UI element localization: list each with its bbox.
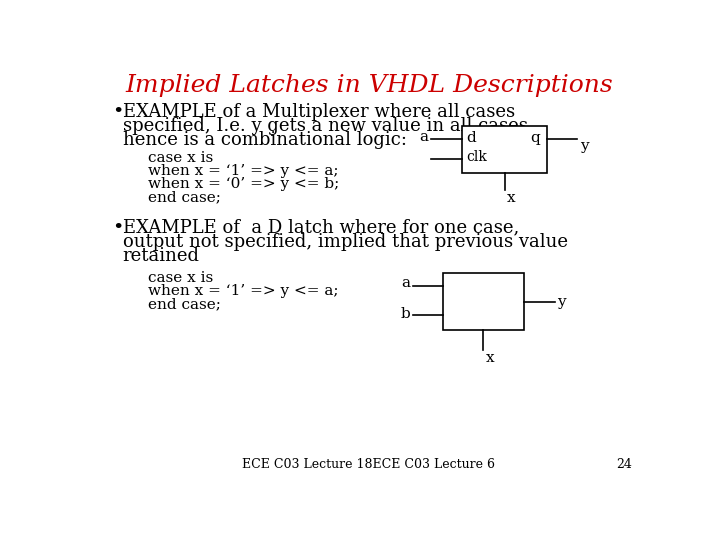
Text: a: a: [419, 130, 428, 144]
Text: output not specified, implied that previous value: output not specified, implied that previ…: [122, 233, 567, 251]
Text: end case;: end case;: [148, 190, 221, 204]
Text: when x = ‘1’ => y <= a;: when x = ‘1’ => y <= a;: [148, 164, 338, 178]
Text: 24: 24: [616, 458, 632, 471]
Text: clk: clk: [466, 150, 487, 164]
Text: ECE C03 Lecture 18ECE C03 Lecture 6: ECE C03 Lecture 18ECE C03 Lecture 6: [243, 458, 495, 471]
Bar: [443, 273, 524, 330]
Text: when x = ‘0’ => y <= b;: when x = ‘0’ => y <= b;: [148, 177, 339, 191]
Text: EXAMPLE of  a D latch where for one case,: EXAMPLE of a D latch where for one case,: [122, 219, 519, 237]
Text: x: x: [486, 351, 495, 365]
Text: b: b: [400, 307, 410, 321]
Text: y: y: [557, 295, 566, 309]
Text: when x = ‘1’ => y <= a;: when x = ‘1’ => y <= a;: [148, 284, 338, 298]
Text: a: a: [401, 276, 410, 289]
Text: Implied Latches in VHDL Descriptions: Implied Latches in VHDL Descriptions: [125, 74, 613, 97]
Text: d: d: [466, 131, 476, 145]
Text: end case;: end case;: [148, 298, 221, 312]
Text: case x is: case x is: [148, 271, 213, 285]
Text: •: •: [112, 219, 123, 237]
Text: hence is a combinational logic:: hence is a combinational logic:: [122, 131, 407, 149]
Text: q: q: [530, 131, 540, 145]
Text: retained: retained: [122, 247, 199, 265]
Bar: [462, 126, 547, 173]
Text: •: •: [112, 103, 123, 122]
Text: x: x: [507, 191, 516, 205]
Text: EXAMPLE of a Multiplexer where all cases: EXAMPLE of a Multiplexer where all cases: [122, 103, 515, 122]
Text: y: y: [580, 139, 588, 153]
Text: specified, I.e. y gets a new value in all cases,: specified, I.e. y gets a new value in al…: [122, 117, 534, 135]
Text: case x is: case x is: [148, 151, 213, 165]
